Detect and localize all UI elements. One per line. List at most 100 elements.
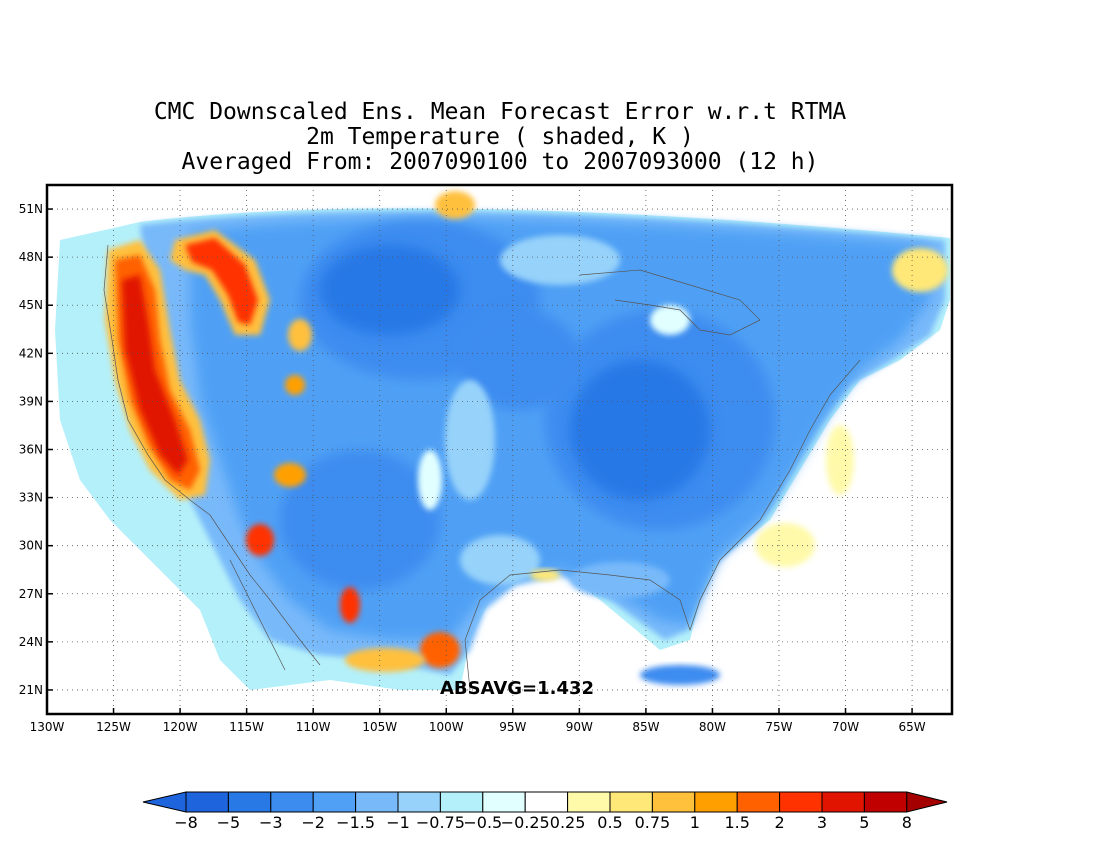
colorbar-label: 1 [690, 813, 700, 832]
colorbar-label: 2 [775, 813, 785, 832]
lat-tick-label: 48N [19, 250, 43, 264]
lat-tick-label: 39N [19, 394, 43, 408]
lon-tick-label: 125W [96, 720, 131, 734]
colorbar-swatch [863, 791, 908, 813]
colorbar-swatch [439, 791, 484, 813]
title-line-3: Averaged From: 2007090100 to 2007093000 … [181, 149, 819, 175]
lon-tick-label: 95W [499, 720, 526, 734]
warm-spot-north [435, 191, 475, 219]
idaho-warm-core [185, 238, 258, 325]
lon-tick-label: 110W [296, 720, 331, 734]
gulf-coastline [464, 359, 861, 691]
colorbar: −8 −5 −3 −2 −1.5 −1 −0.75−0.5−0.25 0.25 0.5 0.75 1… [142, 791, 948, 832]
baja-outline [229, 559, 286, 671]
colorbar-swatch [694, 791, 738, 813]
colorbar-swatch [736, 791, 781, 813]
warm-spot-co [285, 375, 305, 395]
colorbar-label: −0.25 [501, 813, 550, 832]
coastlines [103, 244, 861, 691]
west-coast-warm-core [122, 275, 188, 475]
latitude-labels: 51N 48N 45N 42N 39N 36N 33N 30N 27N 24N 21N [19, 202, 53, 697]
lat-tick-label: 33N [19, 491, 43, 505]
colorbar-swatch [567, 791, 611, 813]
warm-spot-atlantic-2 [755, 523, 815, 567]
warm-spot-mx-2 [420, 632, 460, 668]
title-line-2: 2m Temperature ( shaded, K ) [306, 124, 694, 150]
colorbar-label: −3 [259, 813, 283, 832]
colorbar-label: −0.75 [416, 813, 465, 832]
colorbar-swatch [355, 791, 399, 813]
light-gulf [460, 535, 540, 585]
lon-tick-label: 90W [566, 720, 593, 734]
colorbar-label: 5 [859, 813, 869, 832]
light-north [500, 235, 620, 285]
lat-tick-label: 27N [19, 587, 43, 601]
warm-spot-maritimes [892, 248, 948, 292]
warm-spot-mx-3 [345, 648, 425, 672]
warm-spot-wy [288, 319, 312, 351]
lon-tick-label: 80W [699, 720, 726, 734]
colorbar-label: 8 [902, 813, 912, 832]
colorbar-swatch [185, 791, 229, 813]
colorbar-swatch [227, 791, 272, 813]
colorbar-left-cap [142, 791, 187, 813]
colorbar-label: 0.75 [635, 813, 671, 832]
core-east-deep [570, 360, 710, 500]
lon-tick-label: 100W [429, 720, 464, 734]
colorbar-label: −0.5 [463, 813, 502, 832]
map-grid [46, 185, 952, 714]
colorbar-right-cap [906, 791, 948, 813]
warm-spot-mx [340, 587, 360, 623]
colorbar-label: −5 [217, 813, 241, 832]
lon-tick-label: 115W [229, 720, 264, 734]
lon-tick-label: 75W [765, 720, 792, 734]
warm-spot-az [246, 524, 274, 556]
lat-tick-label: 36N [19, 443, 43, 457]
colorbar-swatch [270, 791, 314, 813]
lat-tick-label: 51N [19, 202, 43, 216]
colorbar-swatch [821, 791, 865, 813]
colorbar-label: −1 [386, 813, 410, 832]
light-plains [445, 380, 495, 500]
colorbar-swatch [779, 791, 823, 813]
colorbar-swatch [524, 791, 569, 813]
lat-tick-label: 30N [19, 539, 43, 553]
lon-tick-label: 65W [899, 720, 926, 734]
core-central-deep [320, 245, 460, 335]
lon-tick-label: 70W [832, 720, 859, 734]
title-line-1: CMC Downscaled Ens. Mean Forecast Error … [153, 99, 847, 125]
lat-tick-label: 21N [19, 683, 43, 697]
colorbar-swatch [482, 791, 526, 813]
caribbean-blue [640, 665, 720, 685]
colorbar-swatch [312, 791, 357, 813]
colorbar-label: −1.5 [336, 813, 375, 832]
colorbar-label: −2 [301, 813, 325, 832]
map-title: CMC Downscaled Ens. Mean Forecast Error … [0, 100, 1000, 175]
core-mid [460, 310, 580, 410]
lon-tick-label: 85W [632, 720, 659, 734]
lon-tick-label: 120W [163, 720, 198, 734]
colorbar-label: 3 [817, 813, 827, 832]
lat-tick-label: 42N [19, 346, 43, 360]
colorbar-label: 0.5 [597, 813, 622, 832]
colorbar-label: −8 [174, 813, 198, 832]
longitude-labels: 130W 125W 120W 115W 110W 105W 100W 95W 90W 85W 80W… [30, 708, 926, 734]
light-gulf-2 [570, 562, 670, 598]
colorbar-swatch [397, 791, 441, 813]
warm-spot-nm [274, 463, 306, 487]
lon-tick-label: 105W [362, 720, 397, 734]
lat-tick-label: 24N [19, 635, 43, 649]
colorbar-label: 0.25 [550, 813, 586, 832]
colorbar-swatch [651, 791, 696, 813]
absavg-label: ABSAVG=1.432 [440, 678, 594, 699]
core-south [280, 450, 440, 590]
light-lakes [650, 305, 690, 335]
shaded-field [55, 191, 950, 690]
warm-spot-atlantic [826, 425, 854, 495]
colorbar-swatch [609, 791, 653, 813]
colorbar-label: 1.5 [724, 813, 749, 832]
light-plains-2 [418, 450, 442, 510]
lon-tick-label: 130W [30, 720, 65, 734]
west-coastline [103, 244, 321, 666]
